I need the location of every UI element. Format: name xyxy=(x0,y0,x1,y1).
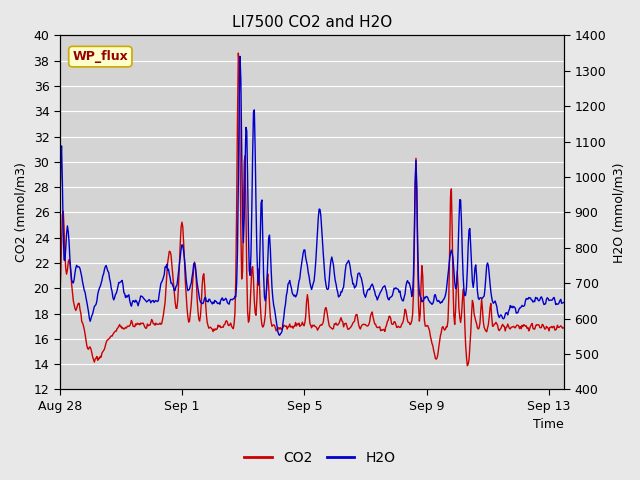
Legend: CO2, H2O: CO2, H2O xyxy=(239,445,401,471)
Title: LI7500 CO2 and H2O: LI7500 CO2 and H2O xyxy=(232,15,392,30)
Text: WP_flux: WP_flux xyxy=(72,50,128,63)
X-axis label: Time: Time xyxy=(533,419,564,432)
Y-axis label: H2O (mmol/m3): H2O (mmol/m3) xyxy=(612,162,625,263)
Y-axis label: CO2 (mmol/m3): CO2 (mmol/m3) xyxy=(15,162,28,262)
